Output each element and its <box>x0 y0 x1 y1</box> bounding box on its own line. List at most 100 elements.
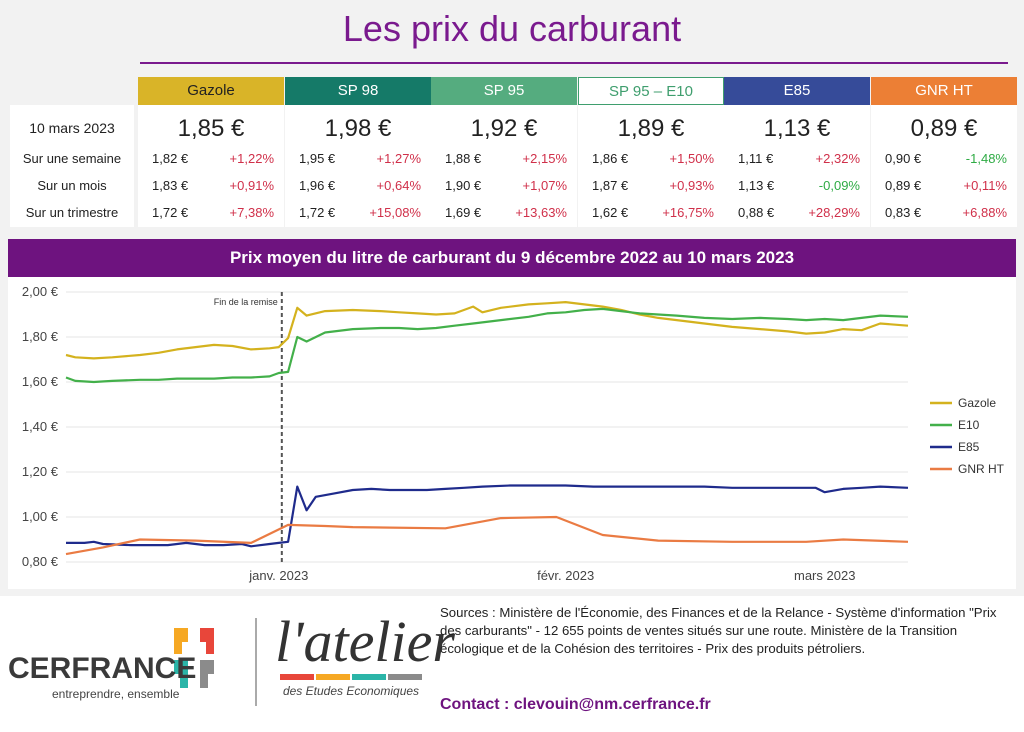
fuel-column: SP 95 1,92 € 1,88 € +2,15% 1,90 € +1,07% 1,69 … <box>431 77 577 227</box>
reference-price: 1,86 € <box>592 151 629 166</box>
fuel-header: Gazole <box>138 77 284 105</box>
line-chart-svg: 0,80 € 1,00 € 1,20 € 1,40 € 1,60 € 1,80 € 2,00… <box>22 284 1005 583</box>
price-change: +1,22% <box>229 151 274 166</box>
current-price: 1,85 € <box>177 115 245 142</box>
row-label-date: 10 mars 2023 <box>29 120 115 136</box>
current-price: 1,89 € <box>617 115 685 142</box>
fuel-column: E85 1,13 € 1,11 € +2,32% 1,13 € -0,09% 0,88 € +… <box>724 77 870 227</box>
sources-text: Sources : Ministère de l'Économie, des F… <box>440 605 997 656</box>
reference-price: 1,95 € <box>299 151 336 166</box>
footer: CERFRANCE entreprendre, ensemble l'ateli… <box>0 596 1024 732</box>
line-chart: 0,80 € 1,00 € 1,20 € 1,40 € 1,60 € 1,80 € 2,00… <box>8 277 1016 589</box>
fuel-column: GNR HT 0,89 € 0,90 € -1,48% 0,89 € +0,11% 0,83… <box>871 77 1017 227</box>
reference-price: 0,89 € <box>885 178 922 193</box>
price-change: +13,63% <box>515 205 567 220</box>
fuel-values: 0,89 € 0,90 € -1,48% 0,89 € +0,11% 0,83 € +6,8… <box>871 105 1017 227</box>
fuel-values: 1,13 € 1,11 € +2,32% 1,13 € -0,09% 0,88 € +28,… <box>724 105 870 227</box>
price-change: +1,07% <box>522 178 567 193</box>
reference-price: 1,83 € <box>152 178 189 193</box>
y-tick-label: 1,80 € <box>22 329 59 344</box>
price-change: +1,27% <box>376 151 421 166</box>
row-label-quarter: Sur un trimestre <box>25 205 119 220</box>
reference-price: 1,82 € <box>152 151 189 166</box>
contact-email[interactable]: Contact : clevouin@nm.cerfrance.fr <box>440 696 711 713</box>
row-label-month: Sur un mois <box>37 178 107 193</box>
price-change: +2,32% <box>815 151 860 166</box>
reference-price: 1,90 € <box>445 178 482 193</box>
price-change: +6,88% <box>962 205 1007 220</box>
chart-title: Prix moyen du litre de carburant du 9 dé… <box>8 239 1016 277</box>
atelier-tagline: des Etudes Economiques <box>282 684 420 698</box>
series-line <box>66 484 909 548</box>
fuel-values: 1,85 € 1,82 € +1,22% 1,83 € +0,91% 1,72 € +7,3… <box>138 105 284 227</box>
fuel-header: SP 98 <box>285 77 431 105</box>
price-change: +1,50% <box>669 151 714 166</box>
price-table: 10 mars 2023 Sur une semaine Sur un mois… <box>10 77 1017 227</box>
cerfrance-tagline: entreprendre, ensemble <box>52 687 180 701</box>
cerfrance-logo: CERFRANCE <box>8 652 197 685</box>
reference-price: 1,72 € <box>299 205 336 220</box>
y-tick-label: 1,60 € <box>22 374 59 389</box>
fuel-column: SP 98 1,98 € 1,95 € +1,27% 1,96 € +0,64% 1,72 … <box>285 77 431 227</box>
current-price: 1,98 € <box>324 115 392 142</box>
footer-divider <box>255 618 257 706</box>
row-labels: 10 mars 2023 Sur une semaine Sur un mois… <box>10 105 134 227</box>
price-change: -0,09% <box>818 178 860 193</box>
reference-price: 1,88 € <box>445 151 482 166</box>
atelier-color-bars <box>280 674 422 680</box>
series-line <box>65 515 909 556</box>
price-change: +15,08% <box>369 205 421 220</box>
y-tick-label: 1,00 € <box>22 509 59 524</box>
fuel-header: SP 95 – E10 <box>578 77 724 105</box>
current-price: 0,89 € <box>910 115 978 142</box>
x-tick-label: janv. 2023 <box>248 568 308 583</box>
fuel-values: 1,98 € 1,95 € +1,27% 1,96 € +0,64% 1,72 € +15,… <box>285 105 431 227</box>
price-change: -1,48% <box>965 151 1007 166</box>
reference-price: 0,83 € <box>885 205 922 220</box>
y-tick-label: 2,00 € <box>22 284 59 299</box>
x-tick-label: mars 2023 <box>794 568 855 583</box>
reference-price: 1,11 € <box>738 151 774 166</box>
annotation-label: Fin de la remise <box>214 297 278 307</box>
title-underline <box>140 62 1008 64</box>
fuel-header: E85 <box>724 77 870 105</box>
legend-label: Gazole <box>958 396 996 410</box>
price-change: +2,15% <box>522 151 567 166</box>
price-change: +16,75% <box>662 205 714 220</box>
reference-price: 1,62 € <box>592 205 629 220</box>
legend-label: E10 <box>958 418 980 432</box>
fuel-column: Gazole 1,85 € 1,82 € +1,22% 1,83 € +0,91% 1,72… <box>138 77 284 227</box>
price-change: +0,93% <box>669 178 714 193</box>
reference-price: 1,96 € <box>299 178 336 193</box>
price-change: +28,29% <box>808 205 860 220</box>
fuel-column: SP 95 – E10 1,89 € 1,86 € +1,50% 1,87 € +0,93… <box>578 77 724 227</box>
page-title: Les prix du carburant <box>342 8 682 49</box>
series-line <box>65 301 909 360</box>
y-tick-label: 1,40 € <box>22 419 59 434</box>
price-change: +0,91% <box>229 178 274 193</box>
reference-price: 1,69 € <box>445 205 482 220</box>
fuel-header: GNR HT <box>871 77 1017 105</box>
atelier-logo: l'atelier <box>275 609 455 674</box>
y-tick-label: 1,20 € <box>22 464 59 479</box>
legend-label: E85 <box>958 440 980 454</box>
price-change: +0,11% <box>963 178 1008 193</box>
legend-label: GNR HT <box>958 462 1005 476</box>
reference-price: 0,90 € <box>885 151 922 166</box>
price-change: +7,38% <box>229 205 274 220</box>
reference-price: 1,87 € <box>592 178 629 193</box>
current-price: 1,13 € <box>763 115 831 142</box>
x-tick-label: févr. 2023 <box>537 568 594 583</box>
fuel-values: 1,92 € 1,88 € +2,15% 1,90 € +1,07% 1,69 € +13,… <box>431 105 577 227</box>
reference-price: 1,72 € <box>152 205 189 220</box>
row-label-week: Sur une semaine <box>22 151 122 166</box>
fuel-header: SP 95 <box>431 77 577 105</box>
y-tick-label: 0,80 € <box>22 554 59 569</box>
reference-price: 1,13 € <box>738 178 775 193</box>
fuel-values: 1,89 € 1,86 € +1,50% 1,87 € +0,93% 1,62 € +16,… <box>578 105 724 227</box>
price-change: +0,64% <box>376 178 421 193</box>
series-line <box>65 307 909 384</box>
reference-price: 0,88 € <box>738 205 775 220</box>
cerfrance-logo-icon <box>174 628 214 688</box>
current-price: 1,92 € <box>470 115 538 142</box>
